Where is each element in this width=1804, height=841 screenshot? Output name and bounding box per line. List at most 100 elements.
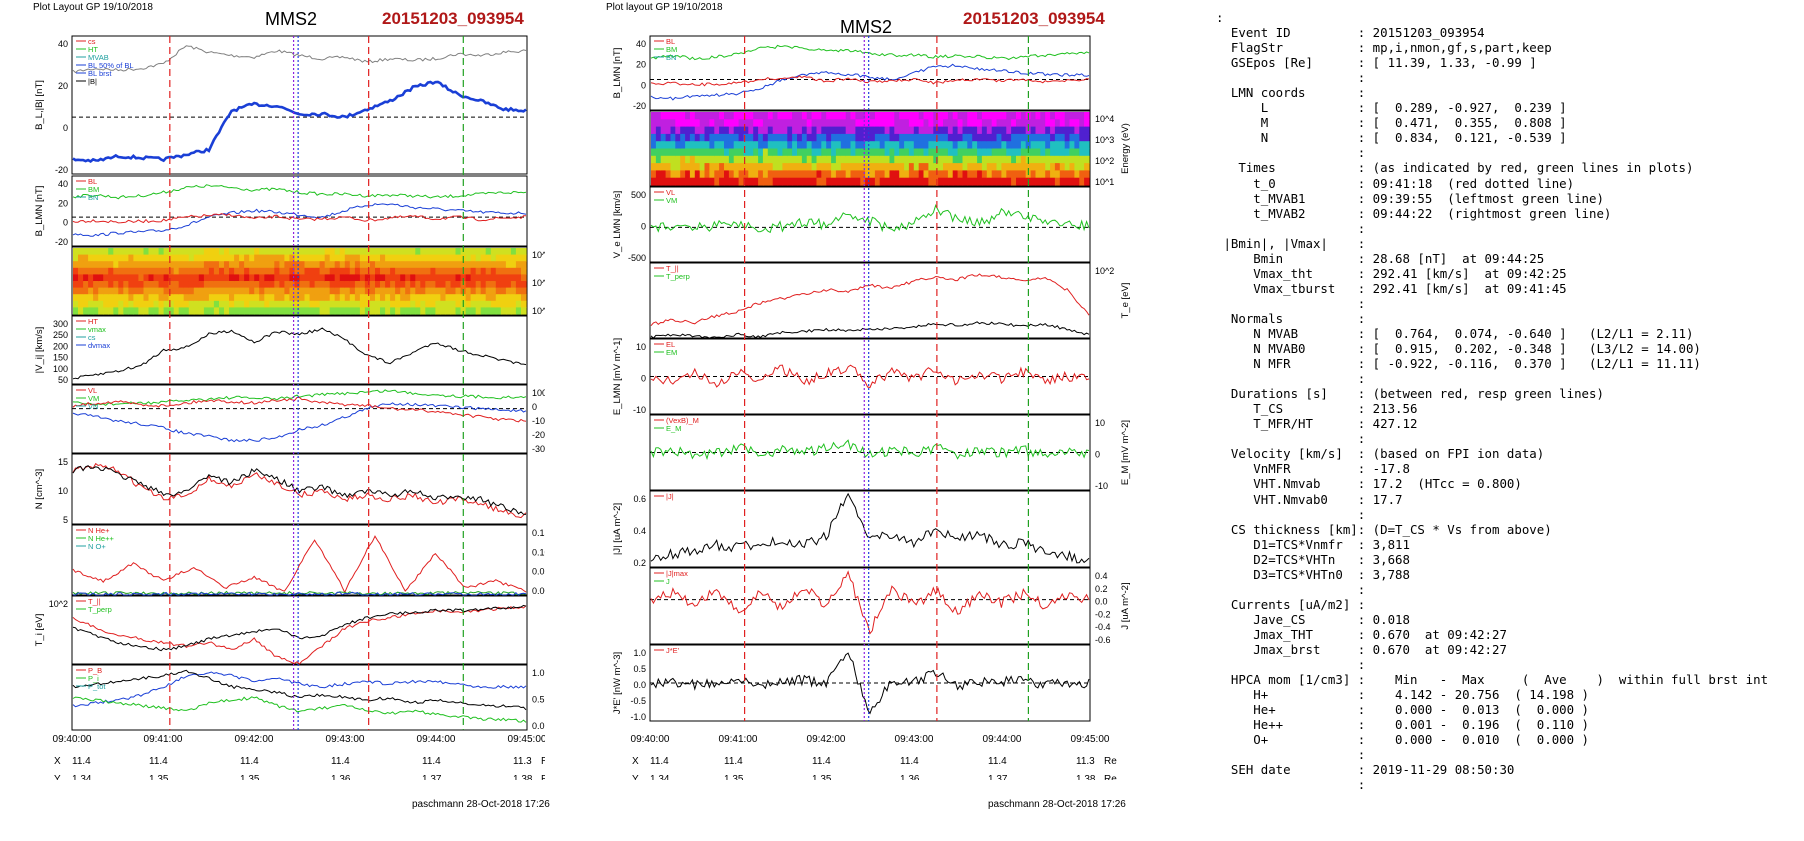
left-panel-frame-8: [71, 595, 528, 665]
right-series-7-0: [650, 492, 1090, 564]
left-footer-credit: paschmann 28-Oct-2018 17:26: [412, 799, 550, 810]
right-ephem-axis-0: X: [632, 756, 639, 767]
right-legend-8-0: |J|max: [666, 569, 688, 578]
left-ytick-1-2: 0: [63, 123, 68, 133]
right-legend-3-1: VM: [666, 196, 677, 205]
left-series-4-0: [72, 327, 527, 380]
left-ytick-6-1: 10: [58, 486, 68, 496]
right-series-8-0: [650, 570, 1090, 635]
left-legend-9-1: P_i: [88, 674, 99, 683]
right-xtick-0: 09:40:00: [631, 734, 670, 745]
right-ylabel-2: Energy (eV): [1120, 123, 1131, 174]
right-event-id-title: 20151203_093954: [963, 9, 1105, 28]
left-series-9-0: [72, 671, 527, 708]
right-ephem-value-0-3: 11.4: [900, 756, 919, 767]
right-ylabel-1: B_LMN [nT]: [612, 48, 623, 99]
right-ytick-4-0: 10^2: [1095, 266, 1114, 276]
right-ytick-9-1: 0.5: [633, 664, 646, 674]
left-panel-frame-7: [71, 524, 528, 596]
right-xtick-4: 09:44:00: [983, 734, 1022, 745]
left-legend-9-0: P_B: [88, 666, 102, 675]
left-ytick-5-3: -200: [532, 430, 545, 440]
right-ytick-5-2: -10: [633, 405, 646, 415]
left-legend-5-1: VM: [88, 394, 99, 403]
left-legend-8-1: T_perp: [88, 605, 112, 614]
right-legend-4-1: T_perp: [666, 272, 690, 281]
right-legend-1-0: BL: [666, 37, 675, 46]
right-series-1-1: [650, 44, 1090, 61]
right-ytick-9-2: 0.0: [633, 680, 646, 690]
right-ytick-9-4: -1.0: [630, 712, 646, 722]
left-legend-7-2: N O+: [88, 542, 106, 551]
left-series-9-2: [72, 669, 527, 711]
left-panel-7: 0.150.100.050.00N_i [cm^-3]N He+N He++N …: [71, 524, 545, 597]
left-ytick-5-0: 100: [532, 388, 545, 398]
right-panel-frame-1: [649, 35, 1091, 111]
left-ytick-7-1: 0.10: [532, 547, 545, 557]
left-ephem-unit-0: Re: [541, 756, 545, 767]
right-ytick-3-1: 0: [641, 222, 646, 232]
right-ytick-9-0: 1.0: [633, 648, 646, 658]
right-legend-6-1: E_M: [666, 424, 681, 433]
right-panel-6: 10 0 -10 E_M [mV m^-2] (VexB)_ME_M: [649, 414, 1131, 491]
left-ytick-8-0: 10^2: [49, 599, 68, 609]
right-ephem-value-1-2: 1.35: [812, 774, 832, 780]
left-ytick-4-1: 250: [53, 330, 68, 340]
left-legend-1-4: BL brst: [88, 69, 112, 78]
left-panel-8: 10^2 T_i [eV] T_||T_perp: [34, 595, 528, 665]
left-legend-1-1: HT: [88, 45, 98, 54]
left-series-5-2: [72, 397, 527, 423]
left-ytick-4-3: 150: [53, 353, 68, 363]
right-series-3-0: [650, 203, 1090, 234]
right-ephem-unit-0: Re: [1104, 756, 1117, 767]
left-series-8-1: [72, 604, 527, 652]
right-ytick-8-4: -0.4: [1095, 622, 1111, 632]
left-ephem-value-1-0: 1.34: [72, 774, 92, 780]
left-ylabel-4: |V_i| [km/s]: [34, 327, 45, 374]
left-xtick-1: 09:41:00: [144, 734, 183, 745]
right-ephem-unit-1: Re: [1104, 774, 1117, 780]
left-ytick-2-2: 0: [63, 218, 68, 228]
right-panel-7: 0.6 0.4 0.2 |J| [uA m^-2] |J|: [612, 490, 1091, 568]
left-xtick-3: 09:43:00: [326, 734, 365, 745]
left-spacecraft-title: MMS2: [265, 9, 318, 29]
right-xtick-5: 09:45:00: [1071, 734, 1110, 745]
right-ytick-1-0: 40: [636, 39, 646, 49]
right-ytick-8-5: -0.6: [1095, 635, 1111, 645]
right-ytick-7-0: 0.6: [633, 494, 646, 504]
left-ephem-value-0-5: 11.3: [513, 756, 532, 767]
right-ephem-value-1-3: 1.36: [900, 774, 920, 780]
right-ephem-value-0-1: 11.4: [724, 756, 743, 767]
left-series-1-1: [72, 80, 527, 163]
left-ephem-value-0-3: 11.4: [331, 756, 350, 767]
right-series-4-0: [650, 273, 1090, 327]
right-panel-4: 10^2 T_e [eV] T_||T_perp: [649, 262, 1131, 339]
right-xtick-1: 09:41:00: [719, 734, 758, 745]
right-ylabel-4: T_e [eV]: [1120, 283, 1131, 319]
right-legend-1-2: BN: [666, 53, 676, 62]
right-ephem-value-0-2: 11.4: [812, 756, 831, 767]
left-series-2-2: [72, 213, 526, 224]
left-plot-layout-label: Plot Layout GP 19/10/2018: [33, 2, 153, 13]
left-ytick-2-0: 40: [58, 179, 68, 189]
left-ephem-value-1-3: 1.36: [331, 774, 351, 780]
left-spectrogram: [73, 248, 527, 315]
left-ytick-3-1: 10^3: [532, 278, 545, 288]
right-legend-5-1: EM: [666, 348, 677, 357]
left-ylabel-8: T_i [eV]: [34, 614, 45, 647]
left-ephem-value-1-5: 1.38: [513, 774, 533, 780]
right-series-1-2: [650, 75, 1090, 87]
left-ytick-7-3: 0.00: [532, 586, 545, 596]
left-xtick-2: 09:42:00: [235, 734, 274, 745]
left-legend-4-2: cs: [88, 333, 96, 342]
right-legend-6-0: (VexB)_M: [666, 416, 699, 425]
left-ytick-5-1: 0: [532, 402, 537, 412]
event-info-text: : Event ID : 20151203_093954 FlagStr : m…: [1216, 10, 1769, 793]
left-legend-7-0: N He+: [88, 526, 110, 535]
right-ytick-5-1: 0: [641, 374, 646, 384]
right-ylabel-7: |J| [uA m^-2]: [612, 503, 623, 555]
right-panel-9: 1.0 0.5 0.0 -0.5 -1.0 J*E' [nW m^-3] J*E': [612, 644, 1091, 722]
left-ytick-7-0: 0.15: [532, 528, 545, 538]
